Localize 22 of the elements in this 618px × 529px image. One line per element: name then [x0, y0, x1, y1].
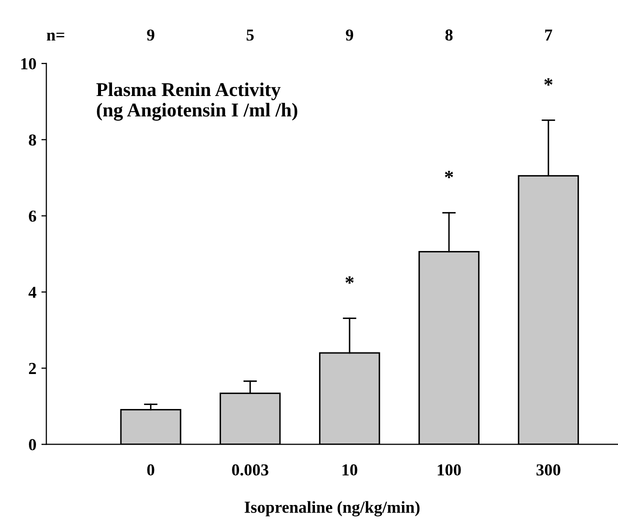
text: Plasma Renin Activity (ng Angiotensin I /ml /h): [96, 82, 298, 121]
y-tick-label: 0: [28, 439, 36, 450]
x-tick-label: 300: [536, 464, 560, 476]
y-tick-label: 8: [28, 134, 36, 146]
text: 9: [346, 29, 354, 41]
y-tick-label: 6: [28, 210, 36, 222]
annotation: *: [346, 276, 354, 284]
x-tick-label: 0: [147, 464, 154, 476]
y-tick-label: 2: [28, 362, 36, 374]
text: n=: [46, 32, 64, 40]
x-tick-label: 100: [438, 464, 461, 476]
annotation: *: [544, 78, 552, 86]
y-tick-label: 4: [28, 286, 36, 298]
annotation: *: [444, 170, 454, 178]
text: 5: [246, 30, 254, 41]
y-tick-label: 10: [21, 58, 36, 70]
x-tick-label: 0.003: [232, 464, 268, 476]
text: 8: [445, 29, 453, 41]
x-axis-title: Isoprenaline (ng/kg/min): [244, 501, 420, 516]
text: 9: [147, 29, 154, 41]
x-tick-label: 10: [342, 464, 358, 476]
text: 7: [545, 30, 552, 40]
